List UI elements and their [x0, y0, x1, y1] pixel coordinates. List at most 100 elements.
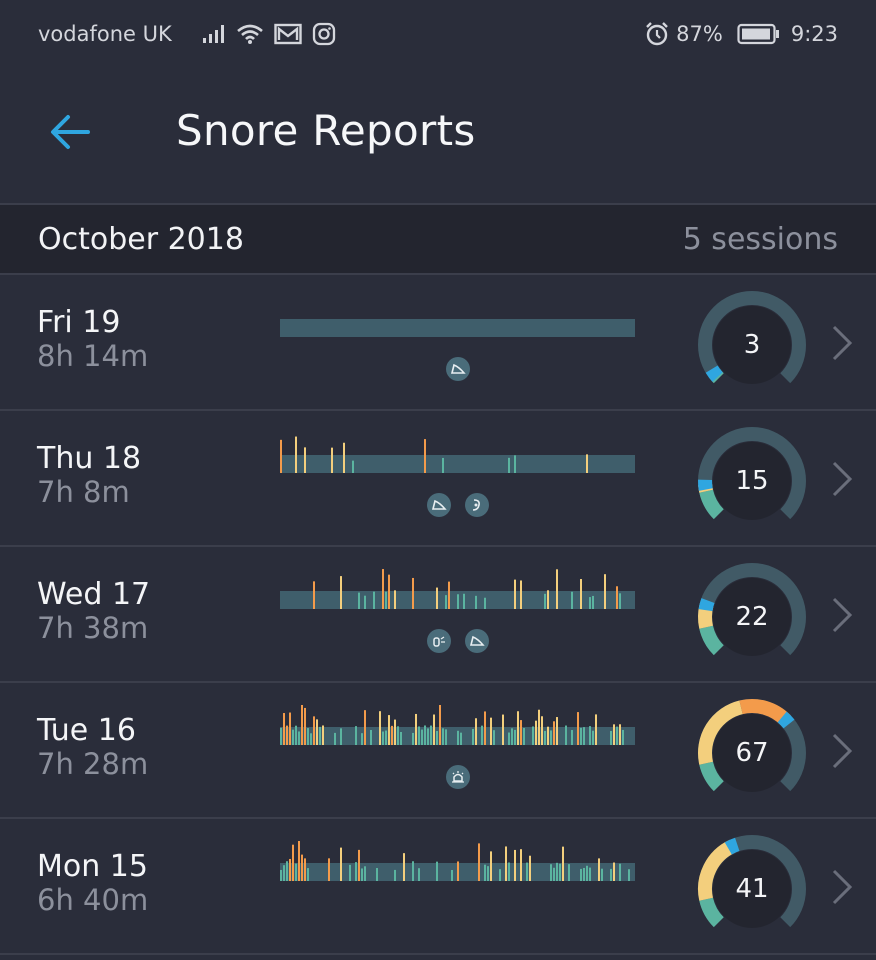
snore-timeline: [280, 433, 635, 483]
timeline-bar: [550, 864, 552, 881]
session-events: [280, 493, 635, 519]
timeline-bar: [307, 868, 309, 881]
timeline-bar: [616, 726, 618, 745]
timeline-bar: [364, 866, 366, 881]
gauge-fill-yellow: [698, 700, 744, 765]
timeline-bar: [511, 728, 513, 745]
timeline-bar: [484, 711, 486, 745]
gauge-marker: [698, 598, 715, 612]
session-row-mon-15[interactable]: Mon 15 6h 40m 41: [0, 819, 876, 955]
session-day: Fri 19: [37, 305, 121, 340]
chevron-right-icon: [826, 867, 858, 907]
timeline-bar: [529, 855, 531, 881]
timeline-bar: [298, 731, 300, 745]
timeline-bar: [487, 866, 489, 881]
timeline-bar: [556, 717, 558, 745]
timeline-bar: [514, 729, 516, 745]
app-bar: Snore Reports: [0, 68, 876, 203]
timeline-bar: [586, 865, 588, 881]
timeline-bar: [538, 709, 540, 745]
session-day: Tue 16: [37, 713, 136, 748]
timeline-bar: [463, 593, 465, 609]
timeline-bar: [526, 862, 528, 881]
timeline-bar: [451, 869, 453, 881]
gauge-center: [713, 578, 791, 656]
timeline-bar: [358, 592, 360, 609]
timeline-bar: [547, 726, 549, 745]
timeline-bar: [523, 727, 525, 745]
session-row-tue-16[interactable]: Tue 16 7h 28m 67: [0, 683, 876, 819]
timeline-bar: [436, 587, 438, 609]
timeline-bar: [340, 847, 342, 881]
timeline-bar: [289, 858, 291, 881]
timeline-bar: [586, 454, 588, 473]
gauge-track: [698, 291, 806, 384]
session-duration: 6h 40m: [37, 883, 149, 917]
chevron-right-icon: [826, 323, 858, 363]
gauge-center: [713, 850, 791, 928]
timeline-bar: [535, 720, 537, 745]
timeline-bar: [382, 731, 384, 745]
timeline-bar: [427, 728, 429, 745]
session-row-fri-19[interactable]: Fri 19 8h 14m 3: [0, 275, 876, 411]
timeline-bar: [559, 863, 561, 881]
timeline-bar: [484, 864, 486, 881]
timeline-bar: [613, 862, 615, 881]
snore-score: 67: [735, 738, 769, 768]
wedge-pillow-icon: [426, 493, 451, 517]
timeline-bar: [505, 846, 507, 881]
timeline-bar: [589, 597, 591, 609]
session-events: [280, 357, 635, 383]
mouth-guard-icon: [426, 629, 451, 653]
timeline-bar: [391, 725, 393, 745]
snore-score-gauge: 15: [692, 421, 812, 541]
timeline-bar: [532, 726, 534, 745]
timeline-bar: [304, 447, 306, 473]
timeline-bar: [331, 447, 333, 473]
clock-time: 9:23: [790, 22, 838, 46]
page-title: Snore Reports: [176, 106, 476, 155]
battery-icon: [737, 23, 781, 45]
timeline-bar: [613, 724, 615, 745]
timeline-bar: [475, 718, 477, 745]
timeline-bar: [445, 595, 447, 609]
timeline-bar: [562, 846, 564, 881]
timeline-bar: [472, 728, 474, 745]
gauge-center: [713, 714, 791, 792]
timeline-bar: [457, 594, 459, 609]
timeline-bar: [481, 725, 483, 745]
timeline-bar: [520, 580, 522, 609]
timeline-bar: [364, 710, 366, 745]
timeline-bar: [583, 867, 585, 881]
timeline-bar: [397, 726, 399, 745]
session-row-thu-18[interactable]: Thu 18 7h 8m 15: [0, 411, 876, 547]
chevron-right-icon: [826, 459, 858, 499]
timeline-bar: [553, 721, 555, 745]
timeline-bar: [415, 713, 417, 745]
timeline-bar: [403, 853, 405, 881]
timeline-bar: [541, 716, 543, 745]
back-button[interactable]: [30, 98, 110, 170]
timeline-bar: [577, 712, 579, 745]
snore-score: 15: [735, 466, 769, 496]
timeline-bar: [448, 581, 450, 609]
timeline-bar: [484, 597, 486, 609]
timeline-bar: [364, 595, 366, 609]
timeline-bar: [292, 729, 294, 745]
timeline-bar: [580, 868, 582, 881]
timeline-bar: [313, 716, 315, 745]
timeline-bar: [457, 730, 459, 745]
gauge-center: [713, 442, 791, 520]
status-bar: vodafone UK 87% 9:23: [0, 0, 876, 68]
gauge-fill-teal: [699, 489, 724, 520]
gauge-fill-teal: [699, 897, 724, 928]
wedge-pillow-icon: [445, 357, 470, 381]
timeline-bar: [304, 858, 306, 881]
snore-score: 41: [735, 874, 769, 904]
timeline-bar: [322, 725, 324, 745]
session-row-wed-17[interactable]: Wed 17 7h 38m 22: [0, 547, 876, 683]
alarm-bell-icon: [445, 765, 470, 789]
status-bar-left: vodafone UK: [38, 22, 336, 46]
gauge-fill-teal: [699, 761, 724, 792]
timeline-bar: [355, 862, 357, 881]
